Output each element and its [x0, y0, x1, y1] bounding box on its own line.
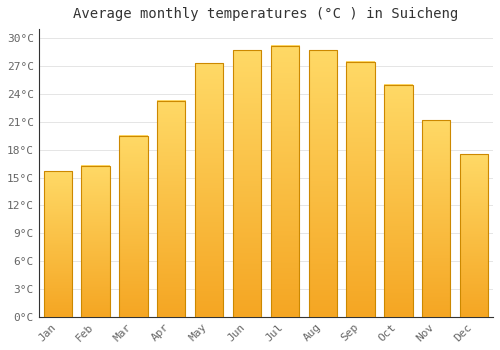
Title: Average monthly temperatures (°C ) in Suicheng: Average monthly temperatures (°C ) in Su…	[74, 7, 458, 21]
